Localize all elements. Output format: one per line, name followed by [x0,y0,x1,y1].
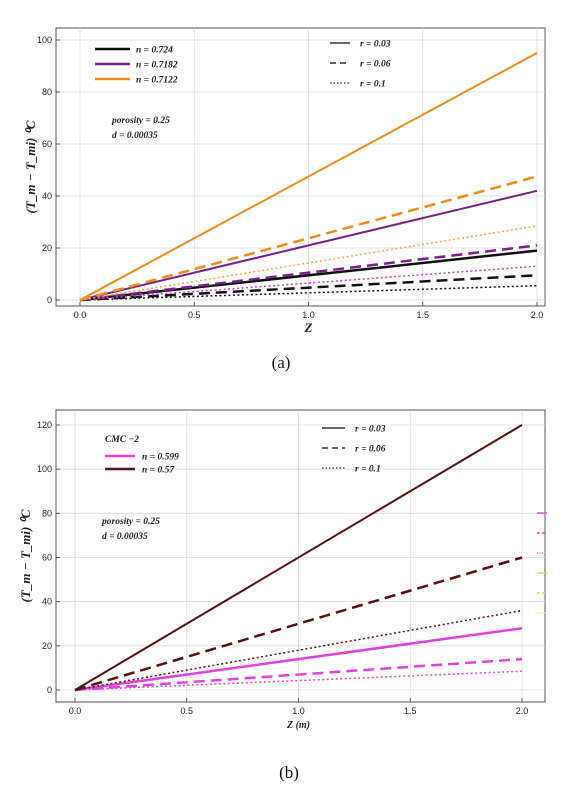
y-tick-label: 60 [42,139,52,149]
y-tick-label: 40 [42,597,52,607]
legend-r-label: r = 0.06 [355,445,386,455]
y-tick-label: 0 [47,295,52,305]
figure-caption: (a) [272,353,291,372]
series-line-n-0_599-r-0_06 [74,657,523,692]
y-tick-label: 20 [42,243,52,253]
series-line-n-0_7122-r-0_06 [79,175,538,302]
series-line-n-0_57-r-0_03 [74,424,523,691]
chart-a: 0 20 40 60 80 100 0.0 0.5 1.0 1.5 2.0 Z (T_m − T_mi)… [23,27,546,372]
figure-caption: (b) [279,763,299,782]
x-tick-label: 1.0 [292,706,305,716]
legend-r-label: r = 0.1 [360,80,386,90]
x-tick-label: 2.0 [531,310,544,320]
x-axis-label: Z (m) [286,720,310,731]
x-tick-label: 0.5 [188,310,201,320]
legend-r-label: r = 0.06 [360,60,391,70]
y-tick-label: 80 [42,87,52,97]
legend-r-label: r = 0.1 [355,465,381,475]
series-line-n-0_7122-r-0_1 [79,225,538,301]
y-axis-label: (T_m − T_mi) ⁰C [23,120,38,213]
x-tick-label: 1.0 [302,310,315,320]
y-tick-label: 40 [42,191,52,201]
annotation-text: d = 0.00035 [112,131,158,141]
series-line-n-0_724-r-0_06 [79,274,538,302]
x-tick-label: 1.5 [416,310,429,320]
x-tick-label: 0.0 [69,706,82,716]
series-line-n-0_599-r-0_03 [74,626,523,692]
series-line-n-0_57-r-0_1 [74,609,523,691]
legend-r-label: r = 0.03 [360,40,391,50]
legend-title: CMC −2 [105,435,139,445]
annotation-text: porosity = 0.25 [111,116,170,126]
x-tick-label: 1.5 [404,706,417,716]
chart-b: 0 20 40 60 80 100 120 0.0 0.5 1.0 1.5 2.0 Z (m) (T_m … [18,409,547,782]
legend-n-label: n = 0.599 [142,453,179,463]
y-tick-label: 80 [42,508,52,518]
legend-n-label: n = 0.7122 [136,76,178,86]
y-tick-label: 60 [42,553,52,563]
annotation-text: porosity = 0.25 [101,517,160,527]
x-tick-label: 2.0 [516,706,529,716]
x-tick-label: 0.0 [74,310,87,320]
plot-frame [55,409,546,703]
y-tick-label: 20 [42,641,52,651]
plot-frame [55,27,546,307]
legend-r-label: r = 0.03 [355,425,386,435]
legend-n-label: n = 0.57 [142,466,175,476]
annotation-text: d = 0.00035 [102,532,148,542]
series-line-n-0_7122-r-0_03 [79,52,538,301]
y-tick-label: 100 [37,464,52,474]
x-tick-label: 0.5 [180,706,193,716]
legend-n-label: n = 0.7182 [136,61,178,71]
series-line-n-0_57-r-0_06 [74,556,523,692]
series-line-n-0_7182-r-0_03 [79,189,538,301]
y-tick-label: 0 [47,685,52,695]
legend-n-label: n = 0.724 [136,46,173,56]
x-axis-label: Z [304,320,313,335]
y-tick-label: 120 [37,420,52,430]
series-line-n-0_7182-r-0_06 [79,244,538,302]
y-tick-label: 100 [37,35,52,45]
y-axis-label: (T_m − T_mi) ⁰C [18,509,33,602]
